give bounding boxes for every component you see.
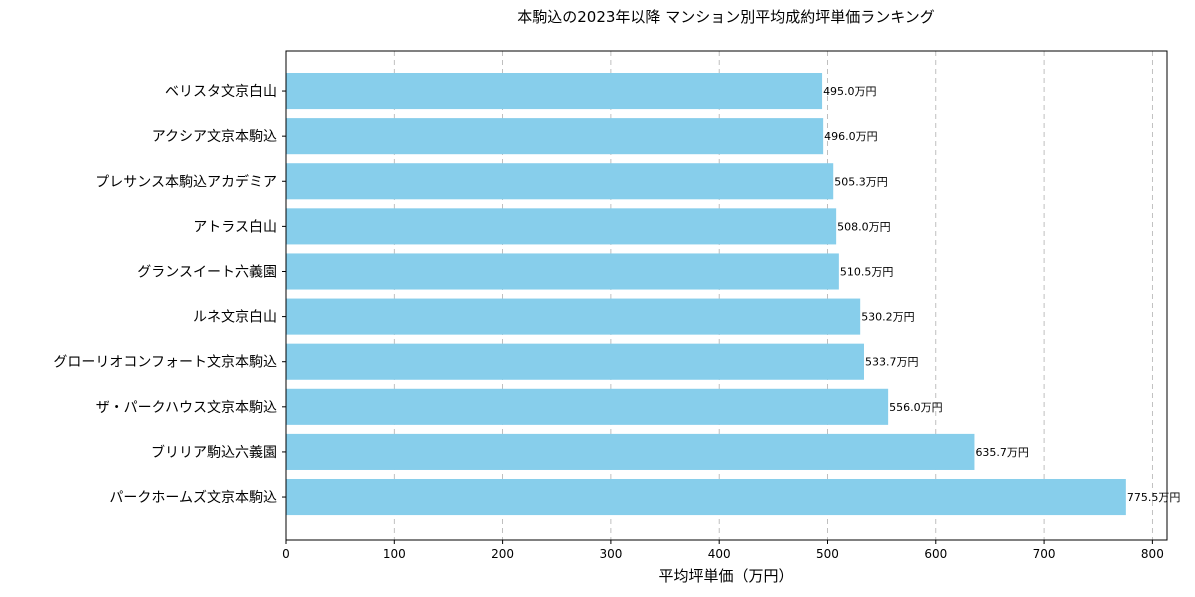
y-tick-label: グランスイート六義園: [137, 263, 277, 280]
data-label: 496.0万円: [824, 130, 878, 143]
bar: [286, 118, 824, 155]
x-tick-label: 200: [491, 547, 514, 561]
y-tick-label: アトラス白山: [193, 219, 277, 235]
bar: [286, 388, 889, 425]
y-tick-label: グローリオコンフォート文京本駒込: [53, 355, 277, 371]
data-label: 533.7万円: [865, 356, 919, 369]
bar: [286, 73, 823, 110]
data-label: 635.7万円: [975, 446, 1028, 459]
x-tick-label: 100: [383, 547, 406, 561]
data-label: 505.3万円: [834, 175, 888, 188]
data-label: 530.2万円: [861, 311, 915, 324]
x-tick-label: 400: [708, 547, 731, 561]
plot-frame: [285, 50, 1168, 541]
x-tick-label: 800: [1141, 547, 1164, 561]
y-tick-label: パークホームズ文京本駒込: [109, 490, 277, 506]
data-label: 556.0万円: [889, 401, 943, 414]
x-tick-label: 600: [924, 547, 947, 561]
bar: [286, 343, 864, 380]
bar: [286, 208, 837, 245]
x-tick-label: 500: [816, 547, 839, 561]
bar: [286, 478, 1126, 516]
x-tick-label: 300: [599, 547, 622, 561]
y-tick-label: ベリスタ文京白山: [165, 84, 277, 100]
bar: [286, 433, 975, 470]
y-tick-label: ルネ文京白山: [193, 310, 277, 326]
bar: [286, 253, 839, 290]
data-label: 510.5万円: [840, 265, 894, 278]
y-tick-label: ザ・パークハウス文京本駒込: [96, 400, 277, 416]
y-tick-label: ブリリア駒込六義園: [151, 444, 277, 461]
data-label: 508.0万円: [837, 220, 891, 233]
x-tick-label: 700: [1033, 547, 1056, 561]
data-label: 775.5万円: [1127, 491, 1181, 504]
data-label: 495.0万円: [823, 85, 877, 98]
y-tick-label: アクシア文京本駒込: [152, 129, 277, 145]
chart-title: 本駒込の2023年以降 マンション別平均成約坪単価ランキング: [517, 8, 935, 26]
y-tick-label: プレサンス本駒込アカデミア: [95, 173, 277, 190]
x-axis-label: 平均坪単価（万円）: [658, 567, 793, 585]
bar: [286, 298, 861, 335]
bar: [286, 163, 834, 200]
x-tick-label: 0: [282, 547, 290, 561]
